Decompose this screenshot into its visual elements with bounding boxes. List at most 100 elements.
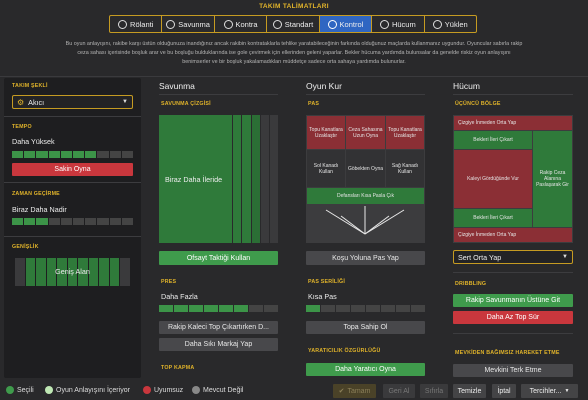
calm-play-button[interactable]: Sakin Oyna: [12, 163, 133, 176]
pitch-cell[interactable]: Kaleyi Gördüğünde Vur: [454, 150, 532, 208]
counter-icon: [223, 19, 233, 29]
bar-segment: [174, 305, 188, 312]
bar-segment: [351, 305, 365, 312]
tab-yuklen[interactable]: Yüklen: [425, 16, 476, 32]
bar-segment: [85, 151, 97, 158]
pitch-cell[interactable]: Çizgiye İnmeden Orta Yap: [454, 116, 572, 130]
team-shape-dropdown[interactable]: ⚙ Akıcı ▼: [12, 95, 133, 109]
press-label: PRES: [161, 279, 177, 285]
bar-segment: [234, 305, 248, 312]
bar-segment: [60, 151, 73, 158]
bar-segment: [24, 218, 36, 225]
legend-item: Oyun Anlayışını İçeriyor: [45, 386, 130, 394]
cancel-button[interactable]: İptal: [492, 384, 516, 398]
run-at-defence-button[interactable]: Rakip Savunmanın Üstüne Git: [453, 294, 573, 307]
possession-button[interactable]: Topa Sahip Ol: [306, 321, 425, 334]
pitch-cell[interactable]: Sağ Kanadı Kullan: [386, 150, 424, 187]
goalkeeper-press-button[interactable]: Rakip Kaleci Top Çıkartırken D...: [159, 321, 278, 334]
bar-segment: [12, 151, 24, 158]
bar-segment: [249, 305, 263, 312]
preferences-dropdown[interactable]: Tercihler... ▼: [521, 384, 578, 398]
pitch-cell[interactable]: Topu Kanatlara Uzaklaştır: [307, 116, 345, 149]
standard-icon: [272, 19, 282, 29]
pitch-cell[interactable]: Bekleri İleri Çıkart: [454, 131, 532, 149]
pitch-cell[interactable]: Topu Kanatlara Uzaklaştır: [386, 116, 424, 149]
divider: [453, 272, 573, 273]
pitch-cell[interactable]: Ceza Sahasına Uzun Oyna: [346, 116, 385, 149]
defensive-line-label: SAVUNMA ÇİZGİSİ: [161, 101, 211, 107]
dribbling-label: DRIBBLING: [455, 281, 487, 287]
tab-kontra[interactable]: Kontra: [215, 16, 268, 32]
defensive-line-pitch[interactable]: [159, 115, 278, 243]
divider: [453, 333, 573, 334]
divider: [0, 76, 588, 77]
pitch-cell[interactable]: Göbekten Oyna: [346, 150, 385, 187]
press-bar[interactable]: [159, 305, 278, 312]
shield-icon: [166, 19, 176, 29]
offside-trap-button[interactable]: Ofsayt Taktiği Kullan: [159, 251, 278, 265]
creative-play-button[interactable]: Daha Yaratıcı Oyna: [306, 363, 425, 376]
bar-segment: [48, 151, 60, 158]
page-title: TAKIM TALİMATLARI: [259, 3, 329, 10]
bar-segment: [411, 305, 425, 312]
bar-segment: [36, 151, 48, 158]
undo-button[interactable]: Geri Al: [383, 384, 415, 398]
bar-segment: [321, 305, 335, 312]
bar-segment: [109, 151, 121, 158]
tab-savunma[interactable]: Savunma: [162, 16, 215, 32]
cross-type-dropdown[interactable]: Sert Orta Yap ▼: [453, 250, 573, 264]
dribble-less-button[interactable]: Daha Az Top Sür: [453, 311, 573, 324]
clear-button[interactable]: Temizle: [453, 384, 486, 398]
chevron-down-icon: ▼: [122, 99, 128, 105]
bar-segment: [159, 305, 173, 312]
pass-label: PAS: [308, 101, 320, 107]
divider: [4, 182, 141, 183]
hold-position-button[interactable]: Mevkini Terk Etme: [453, 364, 573, 377]
width-pitch[interactable]: [15, 258, 131, 286]
tab-rolanti[interactable]: Rölanti: [110, 16, 163, 32]
tab-hucum[interactable]: Hücum: [372, 16, 425, 32]
incompatible-dot-icon: [143, 386, 151, 394]
bar-segment: [219, 305, 233, 312]
width-label: GENİŞLİK: [12, 244, 39, 250]
bar-segment: [12, 218, 24, 225]
bar-segment: [336, 305, 350, 312]
pitch-cell[interactable]: Bekleri İleri Çıkart: [454, 209, 532, 227]
divider: [306, 94, 425, 95]
tab-standart[interactable]: Standart: [267, 16, 320, 32]
legend-item: Uyumsuz: [143, 386, 183, 394]
time-wasting-label: ZAMAN GEÇİRME: [12, 191, 60, 197]
tempo-bar[interactable]: [12, 151, 134, 158]
chevron-down-icon: ▼: [564, 388, 570, 394]
pitch-cell[interactable]: Rakip Ceza Alanına Paslaşarak Gir: [533, 131, 572, 227]
bar-segment: [85, 218, 97, 225]
mentality-description: Bu oyun anlayışını, rakibe karşı üstün o…: [65, 41, 523, 65]
pitch-cell[interactable]: Çizgiye İnmeden Orta Yap: [454, 228, 572, 242]
bar-segment: [73, 151, 85, 158]
time-wasting-bar[interactable]: [12, 218, 134, 225]
bar-segment: [36, 218, 48, 225]
divider: [4, 236, 141, 237]
tackling-label: TOP KAPMA: [161, 365, 195, 371]
bar-segment: [48, 218, 60, 225]
tab-kontrol[interactable]: Kontrol: [319, 16, 373, 32]
chevron-down-icon: ▼: [562, 254, 568, 260]
bar-segment: [73, 218, 85, 225]
bar-segment: [97, 218, 109, 225]
pass-range-bar[interactable]: [306, 305, 425, 312]
ok-button[interactable]: ✔ Tamam: [333, 384, 376, 398]
pass-range-value: Kısa Pas: [308, 292, 337, 301]
reset-button[interactable]: Sıfırla: [420, 384, 448, 398]
unavailable-dot-icon: [192, 386, 200, 394]
pitch-cell[interactable]: Defansları Kısa Pasla Çık: [307, 188, 424, 204]
overload-icon: [432, 19, 442, 29]
width-value: Geniş Alan: [55, 267, 90, 276]
bar-segment: [381, 305, 395, 312]
pitch-cell[interactable]: Sol Kanadı Kullan: [307, 150, 345, 187]
pass-into-space-button[interactable]: Koşu Yoluna Pas Yap: [306, 251, 425, 265]
bar-segment: [366, 305, 380, 312]
freedom-label: MEVKİDEN BAĞIMSIZ HAREKET ETME: [455, 350, 560, 356]
bar-segment: [189, 305, 203, 312]
tight-marking-button[interactable]: Daha Sıkı Markaj Yap: [159, 338, 278, 351]
press-value: Daha Fazla: [161, 292, 198, 301]
